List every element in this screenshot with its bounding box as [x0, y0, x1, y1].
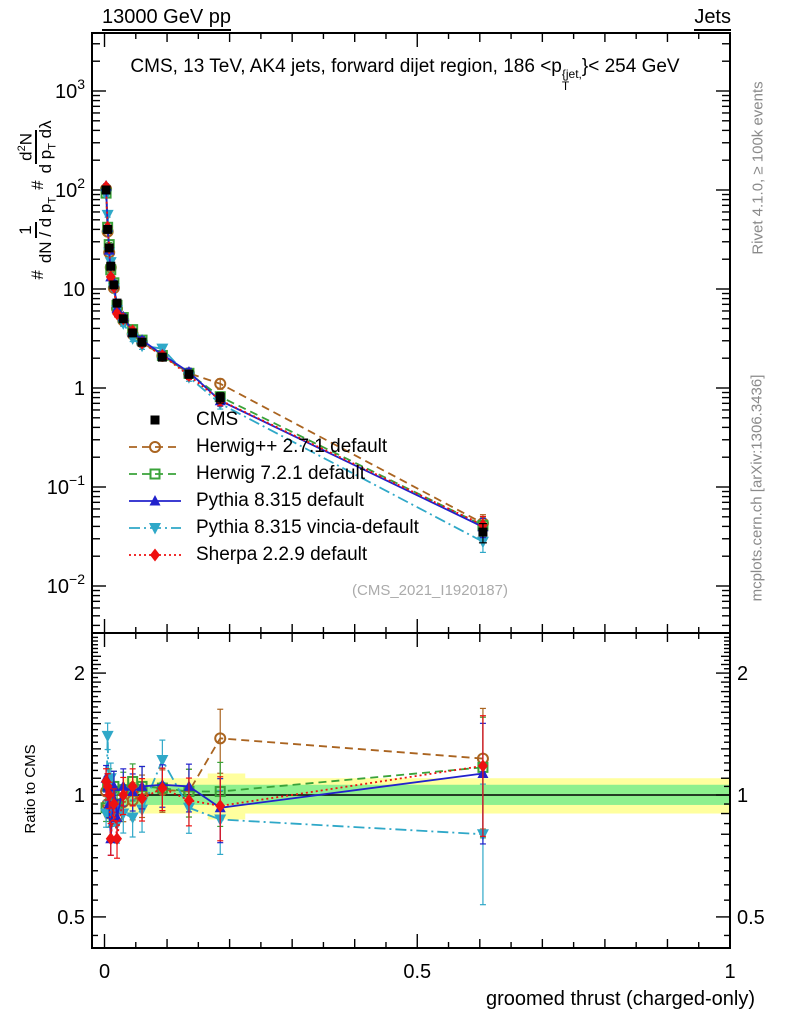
legend-label: Herwig 7.2.1 default: [196, 462, 365, 484]
plot-title-sup: {jet,: [561, 67, 582, 81]
data-point-marker: [215, 799, 226, 813]
legend-marker-triangle-up: [129, 494, 181, 505]
data-point-marker: [101, 185, 111, 195]
data-point-marker: [478, 527, 488, 537]
y-tick-label: 10−1: [47, 472, 85, 499]
data-point-marker: [112, 298, 122, 308]
ratio-panel-frame: [91, 632, 731, 949]
data-point-marker: [149, 440, 161, 453]
data-point-marker: [101, 730, 114, 743]
data-point-marker: [104, 788, 115, 802]
data-point-marker: [215, 393, 225, 403]
analysis-group-label: Jets: [694, 6, 731, 31]
x-tick-label: 1: [724, 961, 735, 983]
ratio-tick-label-left: 1: [74, 785, 85, 807]
y-tick-label: 1: [74, 378, 85, 400]
plot-title-sub: T: [561, 79, 570, 93]
data-point-marker: [127, 779, 138, 793]
series-herwig7-ratio: [100, 716, 489, 839]
series-cms-main: [101, 185, 488, 544]
ratio-tick-label-right: 0.5: [737, 907, 765, 929]
data-point-marker: [108, 797, 119, 811]
plot-title-text: CMS, 13 TeV, AK4 jets, forward dijet reg…: [130, 56, 562, 77]
data-point-marker: [105, 270, 116, 284]
legend-marker-square-open: [129, 468, 181, 479]
data-point-marker: [156, 755, 169, 767]
data-point-marker: [112, 832, 123, 846]
plot-title-post: }< 254 GeV: [581, 56, 680, 77]
data-point-marker: [184, 369, 194, 379]
ratio-tick-label-left: 2: [74, 663, 85, 685]
data-point-marker: [106, 261, 116, 271]
data-point-marker: [109, 280, 119, 290]
legend-label: CMS: [196, 408, 239, 430]
legend-entry: Herwig 7.2.1 default: [126, 460, 419, 487]
data-point-marker: [183, 793, 194, 807]
data-point-marker: [150, 415, 160, 424]
ratio-tick-label-right: 2: [737, 663, 748, 685]
x-axis-label: groomed thrust (charged-only): [485, 988, 755, 1010]
legend-entry: Sherpa 2.2.9 default: [126, 541, 419, 568]
legend-entry: Herwig++ 2.7.1 default: [126, 433, 419, 460]
beam-energy-label: 13000 GeV pp: [102, 6, 231, 31]
ratio-tick-label-right: 1: [737, 785, 748, 807]
data-point-marker: [118, 314, 128, 324]
data-point-marker: [214, 377, 227, 390]
legend-marker-circle-open: [129, 440, 181, 453]
legend-marker-square: [150, 415, 160, 424]
legend-entry: CMS: [126, 406, 419, 433]
y-tick-label: 10−2: [47, 571, 85, 598]
data-point-marker: [128, 328, 138, 338]
analysis-id-watermark: (CMS_2021_I1920187): [352, 582, 508, 599]
data-point-marker: [105, 832, 116, 846]
data-point-marker: [137, 792, 148, 806]
data-point-marker: [104, 243, 114, 253]
legend: CMS Herwig++ 2.7.1 default Herwig 7.2.1 de…: [126, 406, 419, 568]
data-point-marker: [102, 779, 113, 793]
data-point-marker: [150, 548, 160, 561]
data-point-marker: [118, 788, 129, 802]
data-point-marker: [477, 759, 488, 773]
legend-marker-diamond: [129, 548, 181, 561]
legend-entry: Pythia 8.315 default: [126, 487, 419, 514]
data-point-marker: [103, 224, 113, 234]
ratio-tick-label-left: 0.5: [57, 907, 85, 929]
plot-title: CMS, 13 TeV, AK4 jets, forward dijet reg…: [60, 56, 750, 92]
y-tick-label: 103: [55, 76, 85, 103]
legend-label: Herwig++ 2.7.1 default: [196, 435, 388, 457]
data-point-marker: [149, 494, 161, 505]
y-tick-label: 10: [63, 279, 85, 301]
data-point-marker: [149, 468, 161, 479]
data-point-marker: [149, 522, 161, 534]
legend-marker-triangle-down: [129, 522, 181, 534]
legend-label: Pythia 8.315 default: [196, 489, 364, 511]
data-point-marker: [214, 732, 227, 745]
data-point-marker: [126, 812, 139, 824]
series-sherpa-ratio: [101, 715, 488, 859]
x-tick-label: 0: [99, 961, 110, 983]
data-point-marker: [157, 781, 168, 795]
legend-label: Sherpa 2.2.9 default: [196, 543, 368, 565]
data-point-marker: [137, 337, 147, 347]
data-point-marker: [157, 352, 167, 362]
x-tick-label: 0.5: [403, 961, 431, 983]
series-vincia-ratio: [100, 722, 489, 906]
y-tick-label: 102: [55, 175, 85, 202]
legend-label: Pythia 8.315 vincia-default: [196, 516, 419, 538]
legend-entry: Pythia 8.315 vincia-default: [126, 514, 419, 541]
plot-title-supsub: {jet, T: [562, 68, 582, 92]
